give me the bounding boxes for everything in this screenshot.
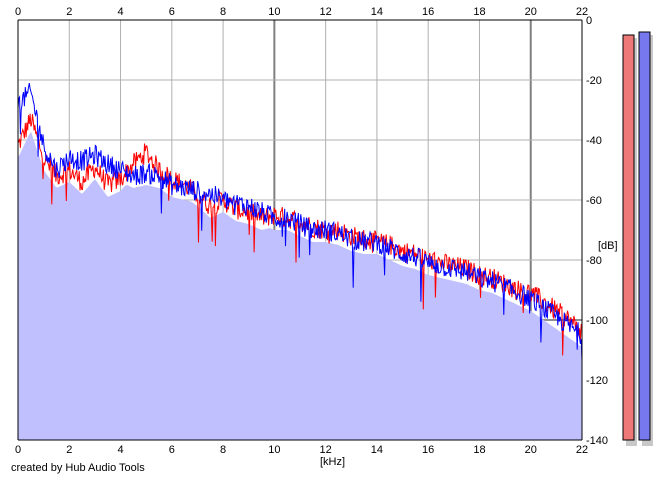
x-tick-labels-top: 0 2 4 6 8 10 12 14 16 18 20 22 bbox=[15, 6, 588, 18]
level-meter-right bbox=[638, 31, 651, 441]
x-tick-label-top: 12 bbox=[320, 6, 332, 18]
x-tick-label-top: 22 bbox=[576, 6, 588, 18]
y-tick-label: -60 bbox=[586, 195, 602, 207]
credit-text: created by Hub Audio Tools bbox=[11, 462, 145, 474]
level-meters bbox=[622, 31, 653, 446]
series-line-blue bbox=[17, 83, 583, 362]
x-tick-label-top: 0 bbox=[15, 6, 21, 18]
x-tick-label-bottom: 16 bbox=[422, 444, 434, 456]
x-tick-label-top: 16 bbox=[422, 6, 434, 18]
x-tick-label-bottom: 20 bbox=[525, 444, 537, 456]
x-tick-label-bottom: 6 bbox=[169, 444, 175, 456]
y-tick-label: -120 bbox=[586, 375, 608, 387]
x-tick-label-top: 4 bbox=[117, 6, 123, 18]
x-tick-label-top: 2 bbox=[66, 6, 72, 18]
x-tick-label-bottom: 0 bbox=[15, 444, 21, 456]
x-tick-label-top: 20 bbox=[525, 6, 537, 18]
y-tick-label: -100 bbox=[586, 315, 608, 327]
y-tick-labels: 0 -20 -40 -60 -80 -100 -120 -140 bbox=[586, 15, 608, 447]
x-tick-label-top: 8 bbox=[220, 6, 226, 18]
spectrum-area bbox=[18, 132, 582, 440]
x-tick-label-bottom: 18 bbox=[473, 444, 485, 456]
y-axis-label: [dB] bbox=[598, 240, 618, 252]
x-tick-label-bottom: 14 bbox=[371, 444, 383, 456]
level-meter-left bbox=[622, 34, 635, 441]
x-tick-label-top: 18 bbox=[473, 6, 485, 18]
x-axis-label: [kHz] bbox=[320, 456, 346, 468]
x-tick-label-bottom: 22 bbox=[576, 444, 588, 456]
x-tick-label-bottom: 2 bbox=[66, 444, 72, 456]
x-tick-label-bottom: 4 bbox=[117, 444, 123, 456]
x-tick-label-bottom: 10 bbox=[268, 444, 280, 456]
x-tick-label-top: 6 bbox=[169, 6, 175, 18]
x-tick-label-bottom: 12 bbox=[320, 444, 332, 456]
series-layer bbox=[17, 83, 583, 362]
y-tick-label: -140 bbox=[586, 435, 608, 447]
x-tick-label-bottom: 8 bbox=[220, 444, 226, 456]
x-tick-label-top: 14 bbox=[371, 6, 383, 18]
x-tick-labels-bottom: 0 2 4 6 8 10 12 14 16 18 20 22 bbox=[15, 444, 588, 456]
y-tick-label: -20 bbox=[586, 75, 602, 87]
spectrum-fill bbox=[18, 132, 582, 440]
axes bbox=[17, 19, 583, 441]
y-tick-label: -80 bbox=[586, 255, 602, 267]
y-tick-label: -40 bbox=[586, 135, 602, 147]
x-tick-label-top: 10 bbox=[268, 6, 280, 18]
y-tick-label: 0 bbox=[586, 15, 592, 27]
